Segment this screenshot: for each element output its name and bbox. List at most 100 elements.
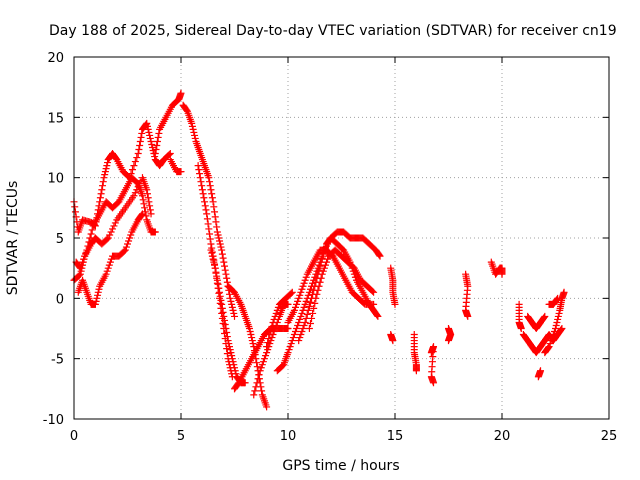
- data-point: [145, 198, 153, 206]
- data-point: [296, 334, 304, 342]
- data-point: [151, 228, 159, 236]
- data-point: [104, 159, 112, 167]
- data-point: [207, 186, 215, 194]
- data-point: [375, 251, 383, 259]
- data-point: [318, 254, 326, 262]
- data-point: [151, 150, 159, 158]
- data-point: [196, 174, 204, 182]
- series-track-3: [70, 174, 155, 284]
- data-point: [553, 295, 561, 303]
- data-point: [546, 340, 554, 348]
- data-marks: [70, 89, 568, 411]
- data-point: [369, 287, 377, 295]
- data-point: [560, 288, 568, 296]
- x-axis-label: GPS time / hours: [282, 458, 399, 474]
- data-point: [228, 370, 236, 378]
- data-point: [75, 271, 83, 279]
- data-point: [227, 367, 235, 375]
- data-point: [212, 269, 220, 277]
- data-point: [228, 373, 236, 381]
- data-point: [391, 300, 399, 308]
- data-point: [125, 237, 133, 245]
- data-point: [203, 210, 211, 218]
- data-point: [127, 231, 135, 239]
- data-point: [549, 331, 557, 339]
- data-point: [148, 140, 156, 148]
- data-point: [94, 288, 102, 296]
- y-tick-label: 20: [47, 51, 64, 66]
- data-point: [92, 297, 100, 305]
- data-point: [290, 331, 298, 339]
- data-point: [316, 262, 324, 270]
- data-point: [211, 213, 219, 221]
- data-point: [319, 250, 327, 258]
- data-point: [226, 364, 234, 372]
- data-point: [301, 300, 309, 308]
- data-point: [131, 158, 139, 166]
- data-point: [131, 189, 139, 197]
- data-point: [201, 202, 209, 210]
- data-point: [303, 310, 311, 318]
- data-point: [270, 315, 278, 323]
- data-point: [219, 308, 227, 316]
- data-point: [214, 284, 222, 292]
- data-point: [207, 246, 215, 254]
- data-point: [209, 198, 217, 206]
- data-point: [230, 309, 238, 317]
- data-point: [373, 311, 381, 319]
- data-point: [221, 335, 229, 343]
- data-point: [143, 119, 151, 127]
- data-point: [217, 243, 225, 251]
- data-point: [191, 134, 199, 142]
- data-point: [302, 297, 310, 305]
- series-track-6: [166, 156, 185, 176]
- series-track-16: [295, 228, 384, 345]
- data-point: [270, 328, 278, 336]
- data-point: [248, 334, 256, 342]
- data-point: [315, 266, 323, 274]
- data-point: [272, 321, 280, 329]
- data-point: [218, 314, 226, 322]
- data-point: [222, 270, 230, 278]
- data-point: [253, 363, 261, 371]
- data-point: [263, 343, 271, 351]
- data-point: [143, 190, 151, 198]
- x-tick-label: 25: [601, 429, 618, 444]
- data-point: [91, 300, 99, 308]
- data-point: [146, 202, 154, 210]
- axis-ticks: 0 5 10 15 20 25 -10 -5 0 5 10 15 20: [43, 51, 618, 444]
- data-point: [302, 273, 310, 281]
- data-point: [104, 264, 112, 272]
- data-point: [206, 182, 214, 190]
- data-point: [225, 358, 233, 366]
- data-point: [226, 290, 234, 298]
- data-point: [313, 290, 321, 298]
- data-point: [217, 304, 225, 312]
- data-point: [306, 298, 314, 306]
- data-point: [305, 302, 313, 310]
- data-point: [144, 194, 152, 202]
- x-tick-label: 20: [494, 429, 511, 444]
- data-point: [223, 274, 231, 282]
- data-point: [301, 318, 309, 326]
- data-point: [304, 306, 312, 314]
- data-point: [211, 261, 219, 269]
- data-point: [297, 312, 305, 320]
- data-point: [215, 234, 223, 242]
- series-track-22: [445, 325, 455, 345]
- data-point: [557, 326, 565, 334]
- data-point: [228, 303, 236, 311]
- chart-title: Day 188 of 2025, Sidereal Day-to-day VTE…: [49, 23, 617, 39]
- data-point: [376, 252, 384, 260]
- data-point: [315, 282, 323, 290]
- data-point: [103, 162, 111, 170]
- y-tick-label: 0: [56, 292, 64, 307]
- data-point: [258, 361, 266, 369]
- data-point: [226, 294, 234, 302]
- data-point: [291, 328, 299, 336]
- data-point: [204, 220, 212, 228]
- data-point: [288, 288, 296, 296]
- data-point: [216, 294, 224, 302]
- data-point: [295, 318, 303, 326]
- data-point: [102, 165, 110, 173]
